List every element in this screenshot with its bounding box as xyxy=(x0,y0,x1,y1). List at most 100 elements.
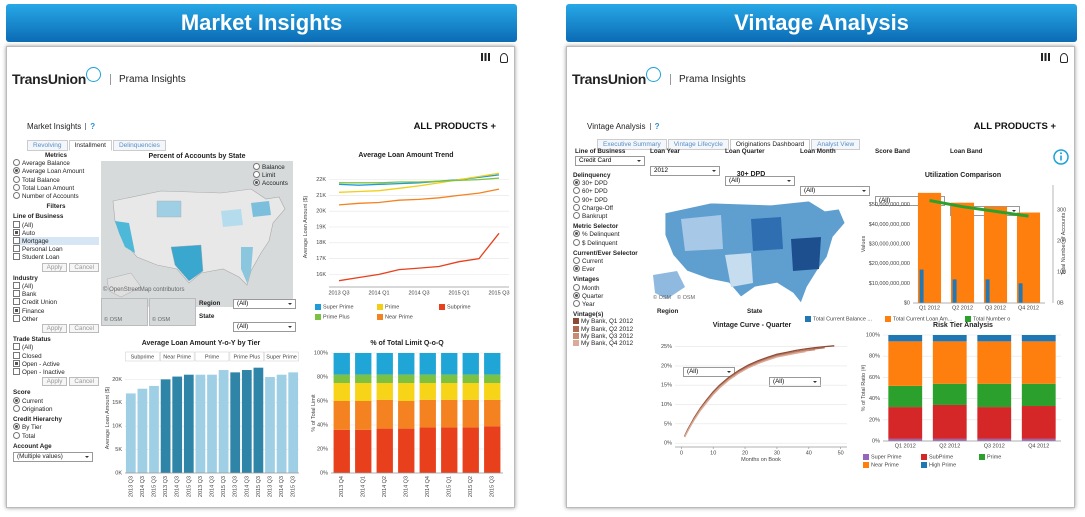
option[interactable]: Auto xyxy=(13,228,99,237)
radio[interactable] xyxy=(573,265,580,273)
radio[interactable] xyxy=(253,163,260,170)
option[interactable]: (All) xyxy=(13,282,99,290)
option[interactable]: Origination xyxy=(13,404,99,413)
radio[interactable] xyxy=(573,195,580,203)
dropdown[interactable]: (All) xyxy=(725,176,795,186)
button[interactable]: Apply xyxy=(41,377,68,387)
user-icon[interactable] xyxy=(1060,53,1068,63)
option[interactable]: Current xyxy=(13,396,99,405)
option[interactable]: Open - Inactive xyxy=(13,368,99,376)
radio[interactable] xyxy=(573,283,580,291)
radio[interactable] xyxy=(13,431,20,439)
scope-link[interactable]: ALL PRODUCTS + xyxy=(413,121,496,132)
radio[interactable] xyxy=(253,179,260,187)
button[interactable]: Cancel xyxy=(69,377,99,387)
info-icon[interactable] xyxy=(1051,147,1071,167)
radio[interactable] xyxy=(573,203,580,211)
dropdown[interactable]: (All) xyxy=(233,299,296,309)
option[interactable]: Credit Union xyxy=(13,298,99,306)
grid-icon[interactable] xyxy=(1041,53,1050,61)
dropdown[interactable]: (All) xyxy=(769,377,821,387)
dropdown[interactable]: (All) xyxy=(800,186,870,196)
checkbox[interactable] xyxy=(13,237,20,245)
button[interactable]: Apply xyxy=(41,324,68,334)
option[interactable]: (All) xyxy=(13,220,99,229)
radio[interactable] xyxy=(573,187,580,195)
option[interactable]: Quarter xyxy=(573,291,649,300)
checkbox[interactable] xyxy=(13,253,20,261)
help-link[interactable]: ? xyxy=(90,122,96,131)
checkbox[interactable] xyxy=(13,343,20,351)
tab[interactable]: Analyst View xyxy=(811,139,861,150)
dropdown[interactable]: Credit Card xyxy=(575,156,645,166)
option[interactable]: Total xyxy=(13,431,99,440)
option[interactable]: Number of Accounts xyxy=(13,192,99,200)
dropdown[interactable]: (Multiple values) xyxy=(13,451,93,462)
option[interactable]: Mortgage xyxy=(13,237,99,246)
checkbox[interactable] xyxy=(13,290,20,298)
radio[interactable] xyxy=(573,230,580,238)
checkbox[interactable] xyxy=(13,298,20,306)
checkbox[interactable] xyxy=(13,220,20,228)
option[interactable]: Finance xyxy=(13,306,99,315)
option[interactable]: Year xyxy=(573,300,649,308)
radio[interactable] xyxy=(573,212,580,220)
option[interactable]: Open - Active xyxy=(13,359,99,368)
option[interactable]: Accounts xyxy=(253,179,288,187)
button[interactable]: Apply xyxy=(41,262,68,272)
option[interactable]: Average Loan Amount xyxy=(13,167,99,175)
option[interactable]: % Delinquent xyxy=(573,230,649,238)
option[interactable]: Ever xyxy=(573,265,649,273)
user-icon[interactable] xyxy=(500,53,508,63)
tab[interactable]: Delinquencies xyxy=(112,140,166,151)
option[interactable]: Bankrupt xyxy=(573,212,649,220)
radio[interactable] xyxy=(573,238,580,246)
tab[interactable]: Vintage Lifecycle xyxy=(667,139,729,150)
radio[interactable] xyxy=(13,175,20,183)
option[interactable]: Current xyxy=(573,257,649,265)
checkbox[interactable] xyxy=(13,359,20,367)
option[interactable]: Other xyxy=(13,314,99,323)
tab[interactable]: Originations Dashboard xyxy=(729,139,811,150)
option[interactable]: Month xyxy=(573,283,649,292)
radio[interactable] xyxy=(13,423,20,431)
option[interactable]: 90+ DPD xyxy=(573,195,649,204)
radio[interactable] xyxy=(573,179,580,187)
radio[interactable] xyxy=(573,291,580,299)
checkbox[interactable] xyxy=(13,368,20,376)
option[interactable]: Limit xyxy=(253,171,288,179)
option[interactable]: 60+ DPD xyxy=(573,187,649,195)
legend-item[interactable]: My Bank, Q1 2012 xyxy=(573,318,649,325)
checkbox[interactable] xyxy=(13,306,20,314)
checkbox[interactable] xyxy=(13,314,20,322)
button[interactable]: Cancel xyxy=(69,262,99,272)
option[interactable]: Average Balance xyxy=(13,159,99,167)
option[interactable]: (All) xyxy=(13,343,99,351)
tab[interactable]: Executive Summary xyxy=(597,139,667,150)
radio[interactable] xyxy=(573,300,580,308)
option[interactable]: Student Loan xyxy=(13,253,99,261)
radio[interactable] xyxy=(253,171,260,179)
option[interactable]: Closed xyxy=(13,351,99,360)
dropdown[interactable]: 2012 xyxy=(650,166,720,176)
legend-item[interactable]: My Bank, Q3 2012 xyxy=(573,332,649,340)
option[interactable]: Total Balance xyxy=(13,175,99,184)
option[interactable]: Charge-Off xyxy=(573,203,649,212)
dropdown[interactable]: (All) xyxy=(233,322,296,332)
radio[interactable] xyxy=(13,159,20,167)
option[interactable]: Bank xyxy=(13,290,99,298)
checkbox[interactable] xyxy=(13,351,20,359)
checkbox[interactable] xyxy=(13,228,20,236)
radio[interactable] xyxy=(573,257,580,265)
dropdown[interactable]: (All) xyxy=(683,367,735,377)
checkbox[interactable] xyxy=(13,245,20,253)
radio[interactable] xyxy=(13,404,20,412)
legend-item[interactable]: My Bank, Q2 2012 xyxy=(573,325,649,333)
button[interactable]: Cancel xyxy=(69,324,99,334)
option[interactable]: Total Loan Amount xyxy=(13,183,99,192)
grid-icon[interactable] xyxy=(481,53,490,61)
radio[interactable] xyxy=(13,183,20,191)
legend-item[interactable]: My Bank, Q4 2012 xyxy=(573,340,649,347)
radio[interactable] xyxy=(13,167,20,175)
radio[interactable] xyxy=(13,396,20,404)
